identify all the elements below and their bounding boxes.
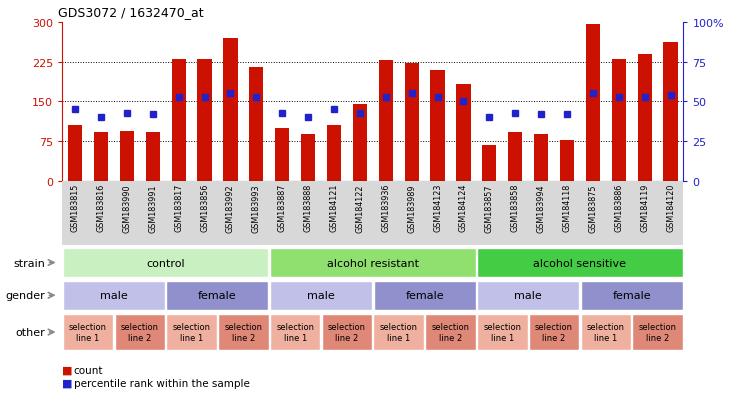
Bar xyxy=(301,135,315,182)
Bar xyxy=(270,314,320,350)
Text: male: male xyxy=(100,290,128,301)
Text: alcohol sensitive: alcohol sensitive xyxy=(534,258,626,268)
Bar xyxy=(477,281,579,310)
Text: GSM183856: GSM183856 xyxy=(200,184,209,232)
Bar xyxy=(482,146,496,182)
Text: female: female xyxy=(198,290,237,301)
Bar xyxy=(322,314,372,350)
Bar xyxy=(249,68,263,182)
Text: alcohol resistant: alcohol resistant xyxy=(327,258,419,268)
Text: GSM184118: GSM184118 xyxy=(562,184,572,232)
Bar xyxy=(534,135,548,182)
Text: GSM184122: GSM184122 xyxy=(355,184,364,232)
Bar xyxy=(68,126,82,182)
Bar xyxy=(374,314,424,350)
Bar xyxy=(63,281,165,310)
Text: GSM183886: GSM183886 xyxy=(614,184,624,232)
Text: GSM184124: GSM184124 xyxy=(459,184,468,232)
Text: GSM183858: GSM183858 xyxy=(511,184,520,232)
Bar xyxy=(197,60,212,182)
Text: selection
line 2: selection line 2 xyxy=(535,323,573,342)
Text: selection
line 2: selection line 2 xyxy=(224,323,262,342)
Bar xyxy=(172,60,186,182)
Text: selection
line 2: selection line 2 xyxy=(639,323,677,342)
Text: female: female xyxy=(405,290,444,301)
Text: GSM183888: GSM183888 xyxy=(303,184,313,232)
Text: count: count xyxy=(74,365,103,375)
Bar xyxy=(425,314,476,350)
Text: selection
line 1: selection line 1 xyxy=(379,323,417,342)
Text: strain: strain xyxy=(13,258,45,268)
Text: GDS3072 / 1632470_at: GDS3072 / 1632470_at xyxy=(58,6,204,19)
Text: GSM183993: GSM183993 xyxy=(251,184,261,232)
Bar xyxy=(223,39,238,182)
Text: GSM183816: GSM183816 xyxy=(96,184,105,232)
Text: GSM183887: GSM183887 xyxy=(278,184,287,232)
Bar xyxy=(218,314,268,350)
Bar xyxy=(270,281,372,310)
Text: GSM184119: GSM184119 xyxy=(640,184,649,232)
Text: GSM183992: GSM183992 xyxy=(226,184,235,232)
Text: selection
line 2: selection line 2 xyxy=(121,323,159,342)
Bar xyxy=(115,314,165,350)
Bar xyxy=(94,133,108,182)
Text: selection
line 1: selection line 1 xyxy=(173,323,211,342)
Bar xyxy=(167,314,217,350)
Bar xyxy=(404,64,419,182)
Bar xyxy=(374,281,476,310)
Text: selection
line 1: selection line 1 xyxy=(587,323,625,342)
Bar xyxy=(167,281,268,310)
Bar xyxy=(327,126,341,182)
Text: male: male xyxy=(307,290,335,301)
Text: female: female xyxy=(613,290,651,301)
Bar xyxy=(560,140,574,182)
Bar xyxy=(477,314,528,350)
Bar xyxy=(379,61,393,182)
Text: ■: ■ xyxy=(62,378,72,388)
Text: GSM183875: GSM183875 xyxy=(588,184,597,232)
Bar xyxy=(275,129,289,182)
Text: gender: gender xyxy=(6,290,45,301)
Text: ■: ■ xyxy=(62,365,72,375)
Bar xyxy=(63,314,113,350)
Text: GSM183991: GSM183991 xyxy=(148,184,157,232)
Bar xyxy=(120,131,134,182)
Text: GSM183990: GSM183990 xyxy=(122,184,132,232)
Text: GSM184120: GSM184120 xyxy=(666,184,675,232)
Bar xyxy=(580,314,631,350)
Bar xyxy=(431,71,444,182)
Bar xyxy=(270,249,476,277)
Text: selection
line 1: selection line 1 xyxy=(276,323,314,342)
Text: selection
line 1: selection line 1 xyxy=(483,323,521,342)
Bar xyxy=(456,85,471,182)
Bar xyxy=(508,133,523,182)
Text: GSM183994: GSM183994 xyxy=(537,184,545,232)
Text: GSM183817: GSM183817 xyxy=(174,184,183,232)
Text: male: male xyxy=(515,290,542,301)
Text: GSM183936: GSM183936 xyxy=(382,184,390,232)
Text: selection
line 2: selection line 2 xyxy=(328,323,366,342)
Text: other: other xyxy=(15,327,45,337)
Bar xyxy=(580,281,683,310)
Text: control: control xyxy=(146,258,185,268)
Bar xyxy=(529,314,579,350)
Text: GSM183815: GSM183815 xyxy=(71,184,80,232)
Bar xyxy=(145,133,160,182)
Text: GSM183989: GSM183989 xyxy=(407,184,416,232)
Bar xyxy=(353,105,367,182)
Bar xyxy=(637,55,652,182)
Bar xyxy=(477,249,683,277)
Bar xyxy=(63,249,268,277)
Text: GSM184121: GSM184121 xyxy=(330,184,338,232)
Text: selection
line 1: selection line 1 xyxy=(69,323,107,342)
Bar xyxy=(586,25,600,182)
Bar xyxy=(612,60,626,182)
Text: GSM184123: GSM184123 xyxy=(433,184,442,232)
Text: GSM183857: GSM183857 xyxy=(485,184,494,232)
Text: selection
line 2: selection line 2 xyxy=(431,323,469,342)
Bar xyxy=(632,314,683,350)
Bar xyxy=(664,43,678,182)
Text: percentile rank within the sample: percentile rank within the sample xyxy=(74,378,250,388)
